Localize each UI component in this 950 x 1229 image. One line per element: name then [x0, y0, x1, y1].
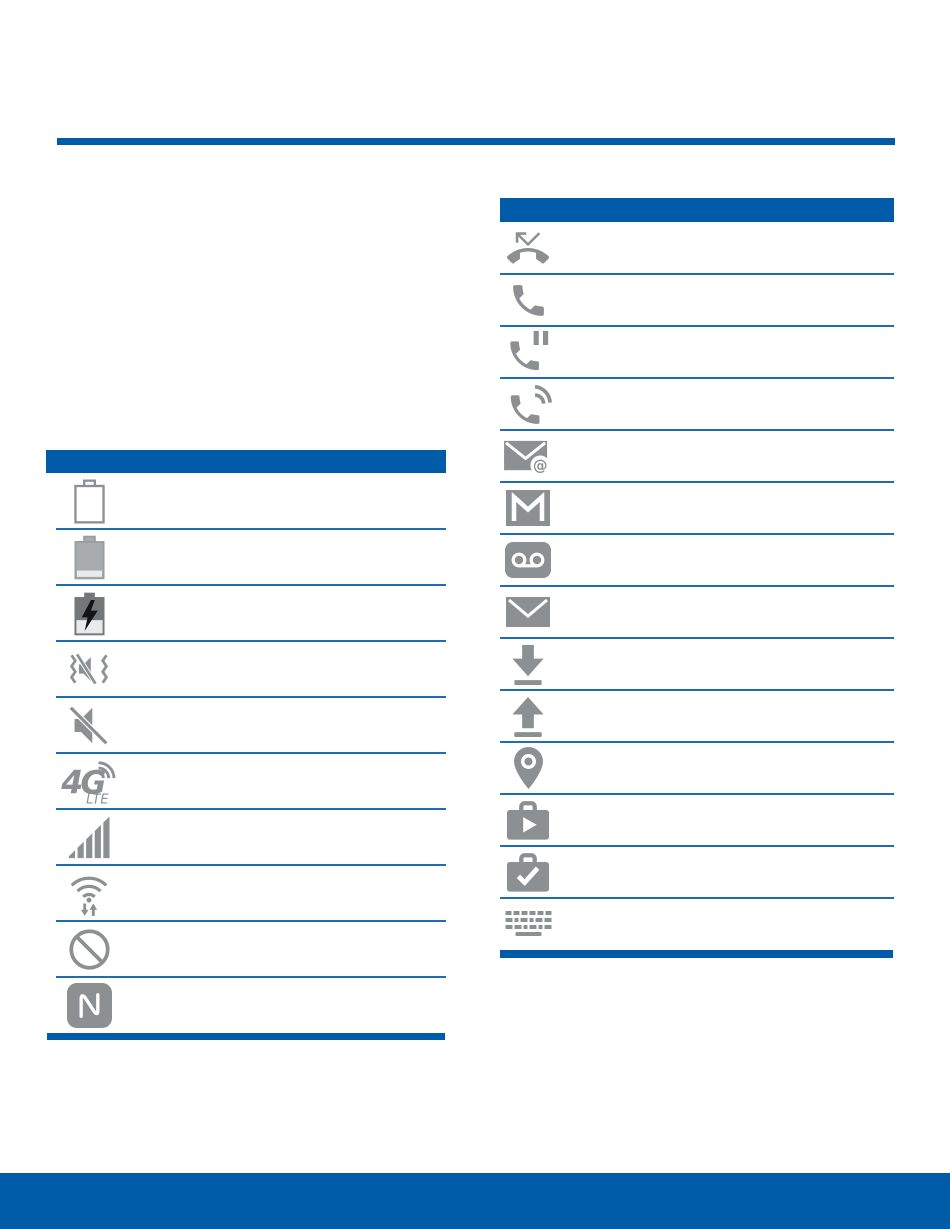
icon-cell [58, 816, 120, 859]
notification-icons-table-rows [500, 222, 894, 950]
table-row [46, 697, 446, 754]
status-icons-table-rows [46, 473, 446, 1033]
table-row [500, 690, 894, 743]
icon-cell [58, 591, 120, 636]
icon-cell [502, 435, 554, 478]
icon-cell [502, 745, 554, 791]
status-icons-table-header [46, 450, 446, 473]
battery-charging-icon [74, 591, 105, 636]
table-row [46, 921, 446, 978]
battery-level-icon [74, 535, 105, 580]
table-row [500, 846, 894, 899]
status-icons-table [46, 450, 446, 1040]
icon-cell [502, 227, 554, 269]
mute-icon [68, 704, 111, 747]
table-row [500, 898, 894, 950]
table-row [500, 586, 894, 639]
table-row [500, 274, 894, 327]
table-row [46, 753, 446, 810]
call-on-hold-icon [505, 330, 551, 375]
icon-cell [58, 758, 120, 804]
icon-cell [502, 910, 554, 938]
table-row [500, 326, 894, 379]
table-row [46, 529, 446, 586]
4g-lte-icon [61, 758, 117, 804]
icon-cell [58, 647, 120, 691]
battery-empty-icon [74, 479, 105, 524]
blocked-icon [68, 928, 111, 971]
play-store-icon [506, 800, 550, 841]
table-row [500, 222, 894, 275]
table-row [500, 482, 894, 535]
table-row [46, 641, 446, 698]
table-row [500, 794, 894, 847]
icon-cell [502, 852, 554, 893]
upload-icon [508, 695, 548, 738]
table-row [46, 473, 446, 530]
table-row [500, 638, 894, 691]
icon-cell [58, 869, 120, 917]
table-row [46, 809, 446, 866]
table-row [500, 742, 894, 795]
signal-strength-icon [68, 816, 111, 859]
wifi-active-icon [68, 869, 110, 917]
updates-check-icon [506, 852, 550, 893]
section-divider-rule [57, 138, 895, 145]
icon-cell [502, 488, 554, 528]
icon-cell [502, 643, 554, 686]
icon-cell [502, 593, 554, 631]
vibrate-icon [66, 647, 112, 691]
icon-cell [502, 542, 554, 578]
icon-cell [502, 800, 554, 841]
missed-call-icon [505, 227, 551, 269]
gmail-icon [506, 488, 550, 528]
table-row [500, 378, 894, 431]
icon-cell [502, 382, 554, 427]
call-icon [508, 280, 549, 321]
icon-cell [58, 535, 120, 580]
email-icon [504, 435, 553, 478]
voicemail-icon [505, 542, 551, 578]
notification-icons-table-bottom-rule [500, 950, 893, 958]
table-row [500, 534, 894, 587]
icon-cell [58, 983, 120, 1028]
status-icons-table-bottom-rule [47, 1033, 445, 1040]
icon-cell [502, 330, 554, 375]
message-icon [506, 593, 550, 631]
icon-cell [502, 280, 554, 321]
table-row [46, 865, 446, 922]
notification-icons-table-header [500, 198, 894, 222]
footer-band [0, 1173, 950, 1229]
nfc-icon [67, 983, 112, 1028]
table-row [46, 977, 446, 1033]
call-in-progress-icon [505, 382, 552, 427]
download-icon [508, 643, 548, 686]
icon-cell [502, 695, 554, 738]
icon-cell [58, 928, 120, 971]
notification-icons-table [500, 198, 894, 958]
table-row [46, 585, 446, 642]
icon-cell [58, 704, 120, 747]
icon-cell [58, 479, 120, 524]
table-row [500, 430, 894, 483]
keyboard-icon [505, 910, 552, 938]
location-icon [510, 745, 547, 791]
